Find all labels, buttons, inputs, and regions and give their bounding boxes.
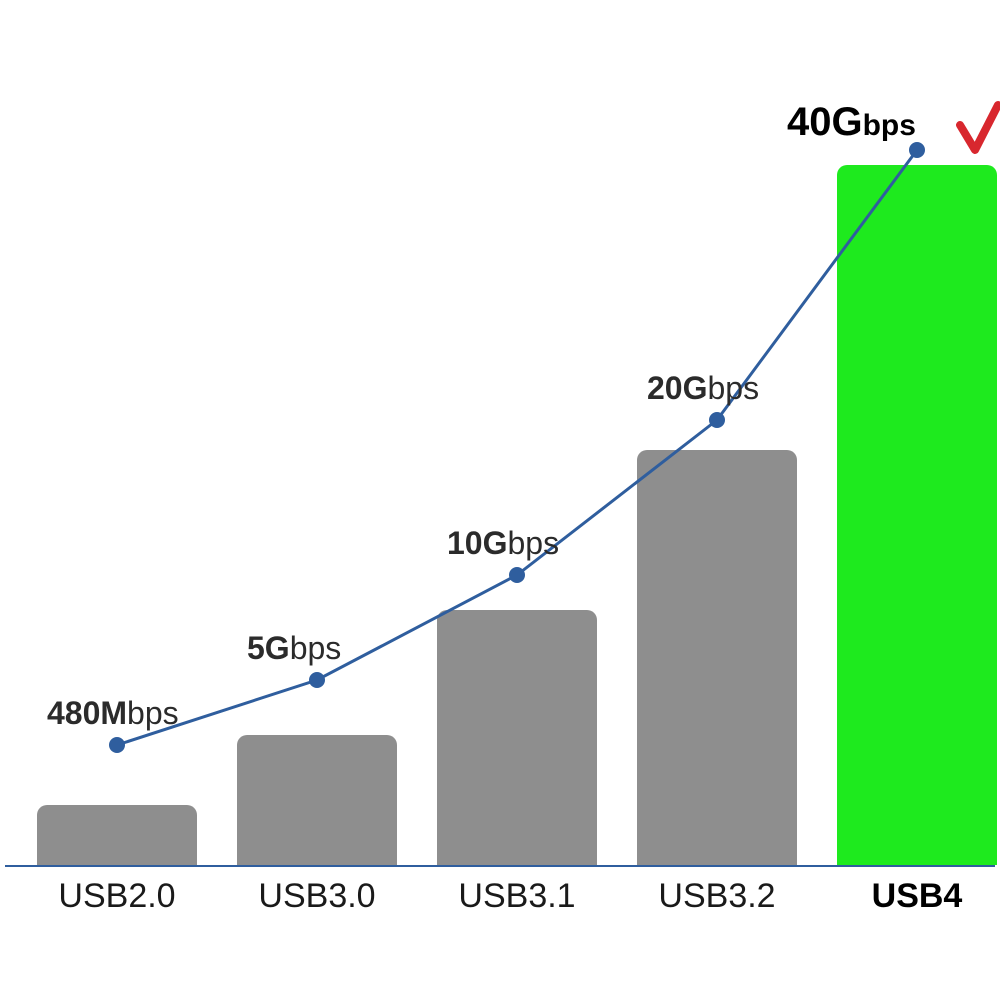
value-number: 480M xyxy=(47,695,127,731)
x-axis-baseline xyxy=(5,865,995,867)
bar-usb32 xyxy=(637,450,797,865)
value-number: 5G xyxy=(247,630,290,666)
x-label-usb4: USB4 xyxy=(837,877,997,916)
value-unit: bps xyxy=(707,370,759,406)
bar-usb30 xyxy=(237,735,397,865)
marker-3 xyxy=(709,412,725,428)
bar-usb4 xyxy=(837,165,997,865)
x-label-usb32: USB3.2 xyxy=(637,877,797,916)
value-number: 40G xyxy=(787,100,863,144)
value-unit: bps xyxy=(863,109,916,142)
value-unit: bps xyxy=(507,525,559,561)
value-unit: bps xyxy=(290,630,342,666)
usb-speed-chart: 480MbpsUSB2.05GbpsUSB3.010GbpsUSB3.120Gb… xyxy=(0,0,1000,1000)
value-label-usb30: 5Gbps xyxy=(247,630,341,667)
value-number: 20G xyxy=(647,370,707,406)
bar-usb31 xyxy=(437,610,597,865)
x-label-usb30: USB3.0 xyxy=(237,877,397,916)
value-number: 10G xyxy=(447,525,507,561)
x-label-usb20: USB2.0 xyxy=(37,877,197,916)
value-label-usb20: 480Mbps xyxy=(47,695,179,732)
marker-1 xyxy=(309,672,325,688)
marker-2 xyxy=(509,567,525,583)
value-label-usb31: 10Gbps xyxy=(447,525,559,562)
bar-usb20 xyxy=(37,805,197,865)
value-label-usb4: 40Gbps xyxy=(787,100,916,145)
value-unit: bps xyxy=(127,695,179,731)
value-label-usb32: 20Gbps xyxy=(647,370,759,407)
marker-0 xyxy=(109,737,125,753)
x-label-usb31: USB3.1 xyxy=(437,877,597,916)
checkmark-icon xyxy=(960,105,998,150)
